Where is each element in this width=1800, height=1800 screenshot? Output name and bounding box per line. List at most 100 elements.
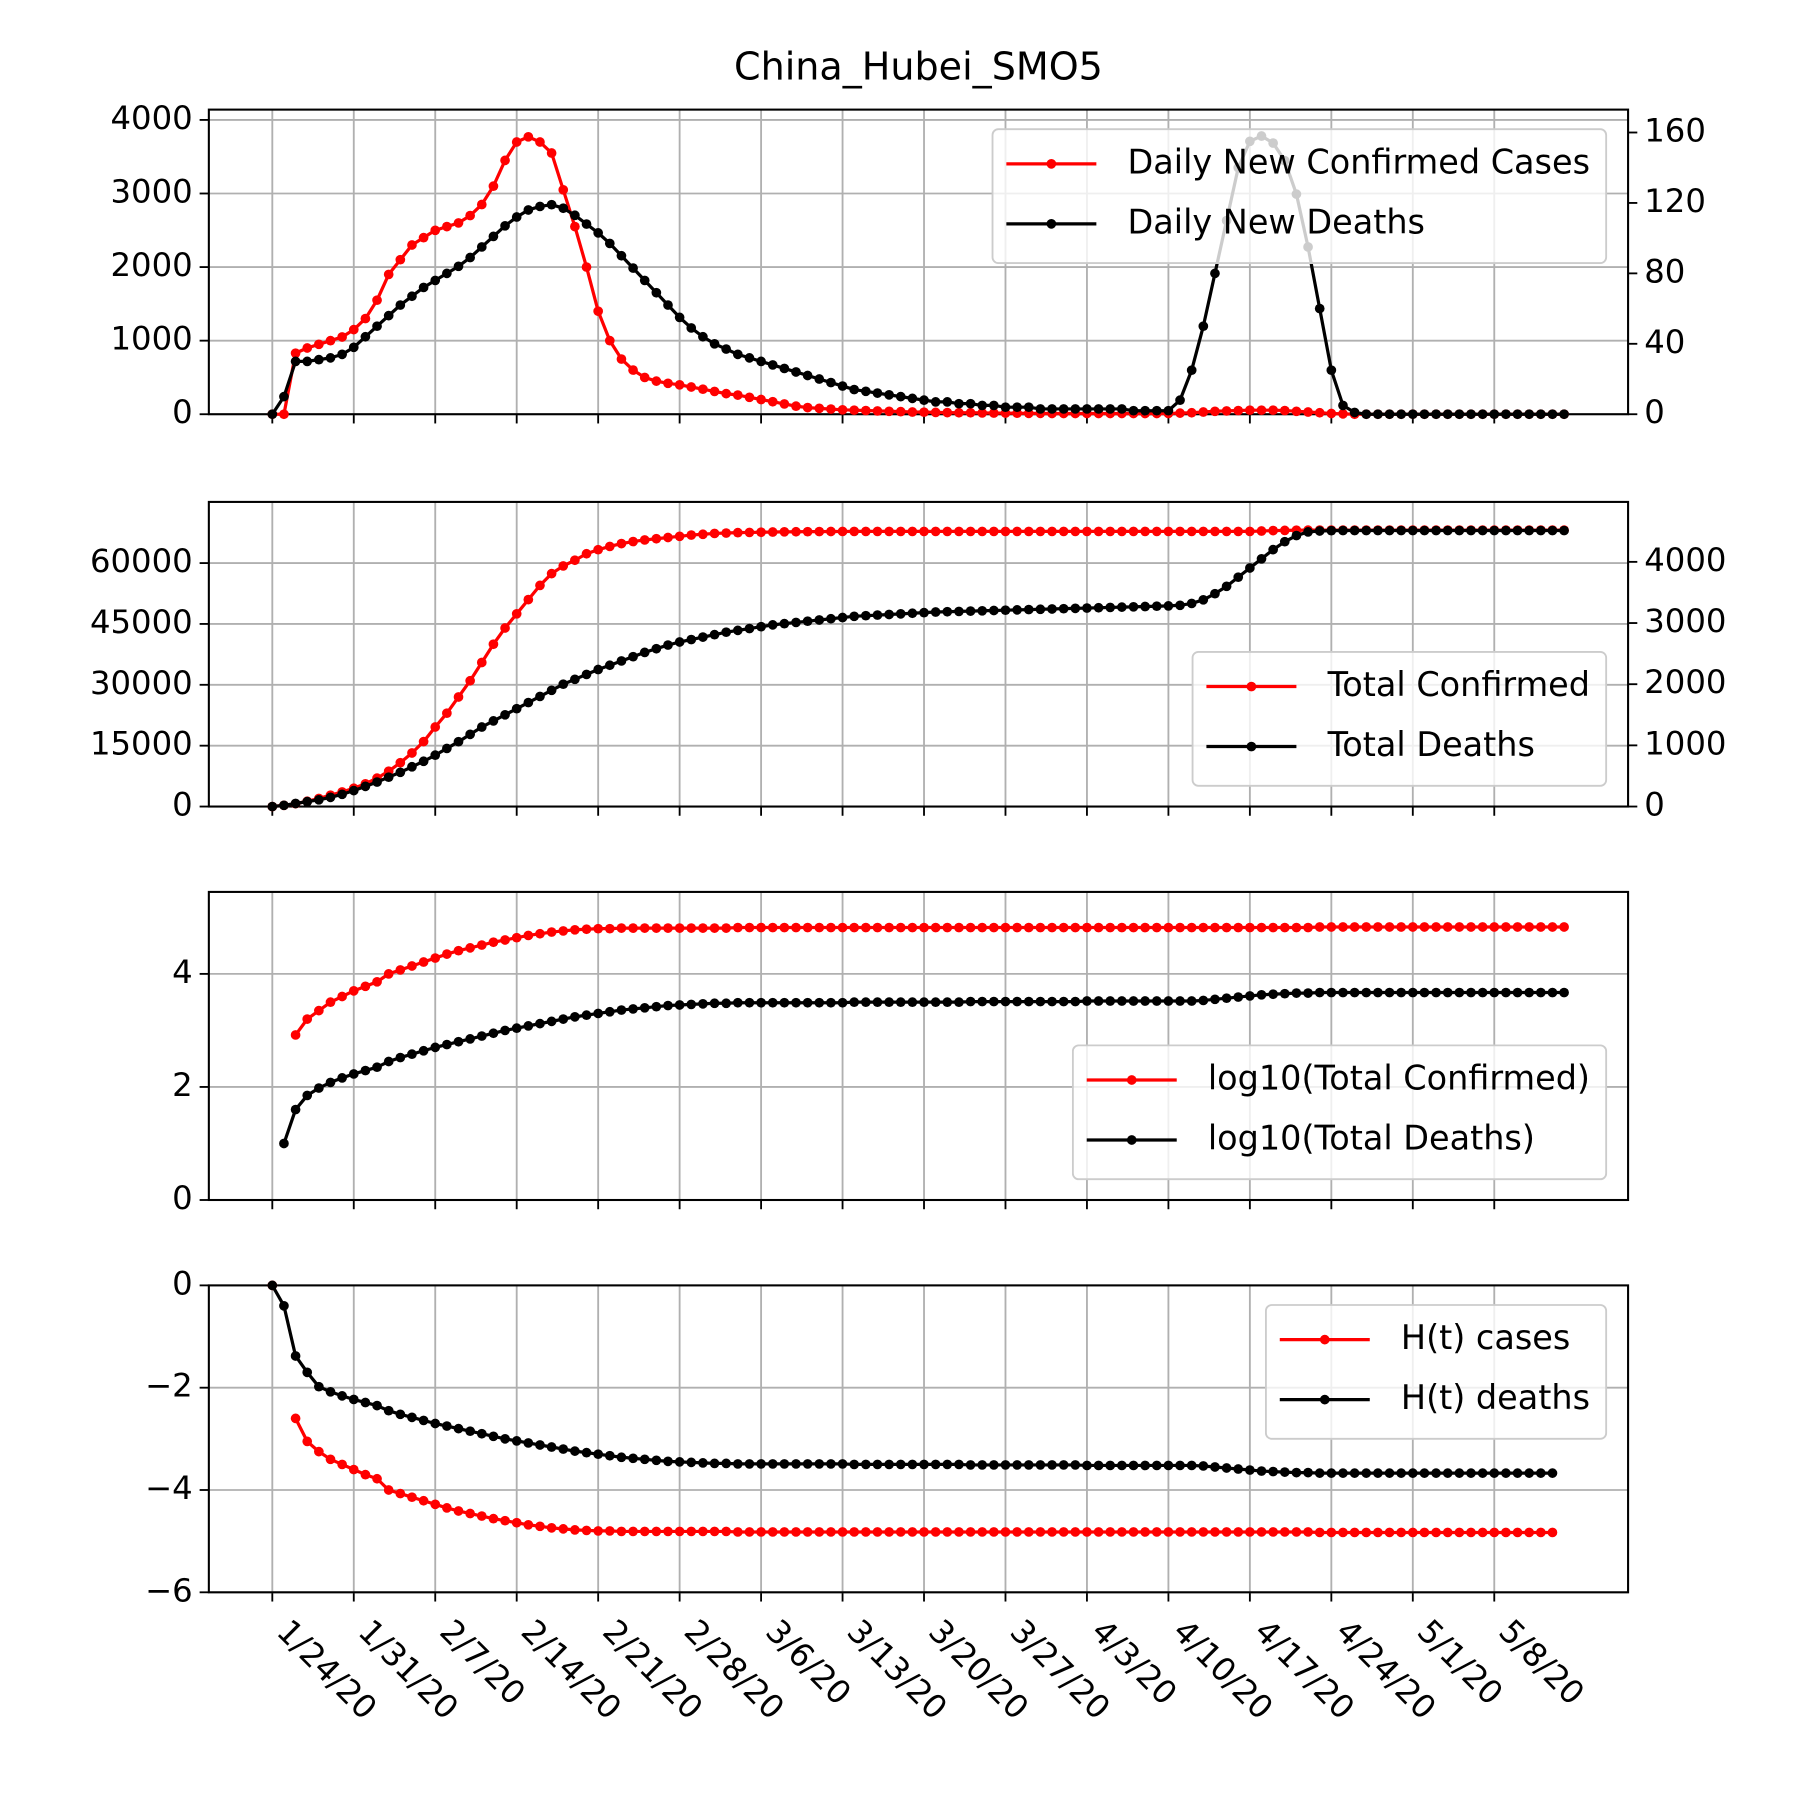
data-point [314,1005,324,1016]
data-point [407,761,417,772]
data-point [348,342,359,353]
data-point [581,1525,592,1536]
data-point [965,1527,976,1537]
data-point [430,1042,441,1053]
data-point [1221,406,1232,416]
data-point [453,1423,464,1434]
legend-label: Total Deaths [1327,725,1535,764]
data-point [1314,1527,1325,1538]
data-point [1186,365,1197,376]
data-point [279,391,289,402]
data-point [895,1527,906,1537]
data-point [767,527,778,537]
data-point [744,527,755,538]
data-point [1198,526,1209,537]
data-point [290,798,301,809]
data-point [442,221,452,232]
data-point [791,1459,801,1469]
y-tick-label: −6 [145,1571,193,1609]
data-point [919,407,929,418]
y-tick-label: 0 [172,786,193,824]
data-point [1210,922,1220,933]
data-point [1163,1460,1174,1471]
data-point [1431,525,1441,536]
data-point [1314,922,1325,932]
data-point [791,367,801,377]
data-point [919,526,929,537]
data-point [1547,922,1558,932]
data-point [674,312,685,323]
data-point [663,1456,673,1467]
data-point [1245,1465,1255,1475]
data-point [488,716,499,726]
data-point [290,348,301,359]
data-point [1117,922,1127,933]
data-point [1396,987,1407,998]
data-point [302,1436,313,1447]
data-point [907,526,918,537]
data-point [1489,987,1500,998]
y-tick-label: 15000 [90,725,193,763]
data-point [1501,409,1511,420]
data-point [1442,922,1453,932]
data-point [628,923,638,933]
data-point [511,137,522,147]
data-point [721,923,732,933]
data-point [1151,1527,1162,1537]
data-point [732,390,743,400]
data-point [1117,526,1127,537]
data-point [698,1526,708,1537]
data-point [1058,1460,1069,1470]
data-point [1442,409,1453,420]
data-point [558,184,569,195]
data-point [1117,996,1127,1006]
data-point [744,922,755,933]
data-point [1373,525,1383,536]
data-point [977,996,988,1007]
data-point [930,607,941,617]
data-point [1268,544,1278,555]
data-point [756,1459,766,1469]
data-point [1501,987,1511,998]
data-point [1163,526,1174,537]
data-point [1163,922,1174,933]
data-point [453,945,464,956]
data-point [325,335,336,346]
data-point [1466,1468,1476,1478]
data-point [465,1034,475,1044]
data-point [988,1527,999,1537]
legend-marker [1046,159,1057,169]
data-point [430,722,441,732]
data-point [511,1517,522,1528]
data-point [1245,922,1255,933]
data-point [535,1018,545,1029]
data-point [1349,1527,1360,1538]
data-point [442,1503,452,1513]
data-point [500,155,510,166]
data-point [965,398,976,409]
data-point [1524,987,1535,998]
data-point [302,1090,313,1101]
data-point [872,922,883,933]
data-point [907,608,918,619]
data-point [570,555,580,566]
y2-tick-label: 40 [1644,323,1685,361]
data-point [1082,996,1092,1006]
data-point [639,923,650,933]
data-point [872,1527,883,1537]
data-point [1524,922,1535,932]
data-point [290,1104,301,1115]
data-point [360,1065,371,1076]
data-point [570,674,580,685]
data-point [1175,395,1185,405]
data-point [1489,922,1500,932]
data-point [709,629,720,640]
data-point [1407,987,1418,998]
legend-label: log10(Total Deaths) [1208,1119,1535,1158]
data-point [732,922,743,933]
data-point [383,1485,394,1495]
data-point [1466,1527,1476,1538]
data-point [290,1030,301,1040]
data-point [1093,526,1104,537]
data-point [1512,409,1523,420]
